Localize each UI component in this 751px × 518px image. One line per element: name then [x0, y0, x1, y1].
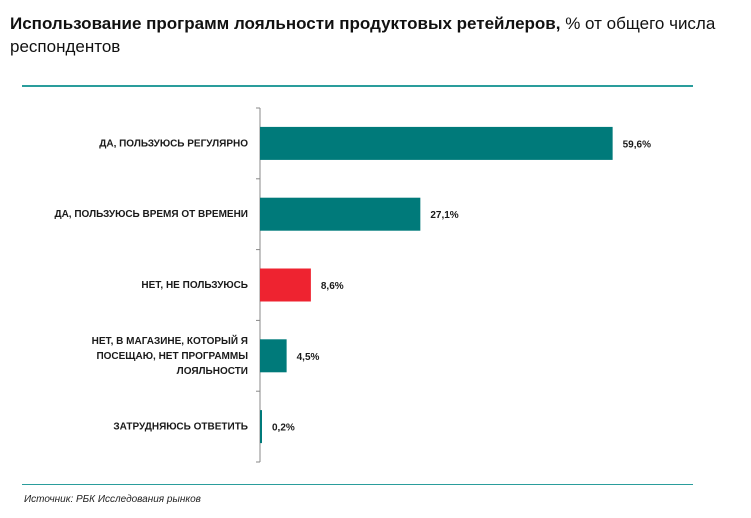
category-label-4: ЛОЯЛЬНОСТИ [177, 366, 248, 377]
category-label-3: НЕТ, НЕ ПОЛЬЗУЮСЬ [141, 280, 248, 291]
category-label-5: ЗАТРУДНЯЮСЬ ОТВЕТИТЬ [113, 422, 248, 433]
category-label-4: НЕТ, В МАГАЗИНЕ, КОТОРЫЙ Я [92, 334, 248, 347]
data-label-1: 59,6% [623, 139, 651, 150]
chart-title-subtitle: % от общего числа респондентов [10, 14, 716, 56]
category-label-2: ДА, ПОЛЬЗУЮСЬ ВРЕМЯ ОТ ВРЕМЕНИ [54, 209, 248, 220]
bottom-divider [22, 484, 693, 485]
data-label-4: 4,5% [297, 352, 320, 363]
category-label-1: ДА, ПОЛЬЗУЮСЬ РЕГУЛЯРНО [99, 138, 248, 149]
bar-2 [260, 197, 421, 231]
bar-4 [260, 339, 287, 373]
chart-title: Использование программ лояльности продук… [10, 12, 740, 58]
category-label-4: ПОСЕЩАЮ, НЕТ ПРОГРАММЫ [96, 351, 248, 362]
bar-1 [260, 126, 613, 160]
source-note: Источник: РБК Исследования рынков [24, 494, 201, 505]
data-label-5: 0,2% [272, 423, 295, 434]
data-label-3: 8,6% [321, 281, 344, 292]
bar-5 [260, 410, 262, 444]
chart-title-bold: Использование программ лояльности продук… [10, 14, 561, 33]
top-divider [22, 85, 693, 87]
bar-chart: 59,6% ДА, ПОЛЬЗУЮСЬ РЕГУЛЯРНО 27,1% ДА, ПОЛ… [54, 107, 651, 463]
bar-3 [260, 268, 311, 302]
data-label-2: 27,1% [430, 210, 458, 221]
